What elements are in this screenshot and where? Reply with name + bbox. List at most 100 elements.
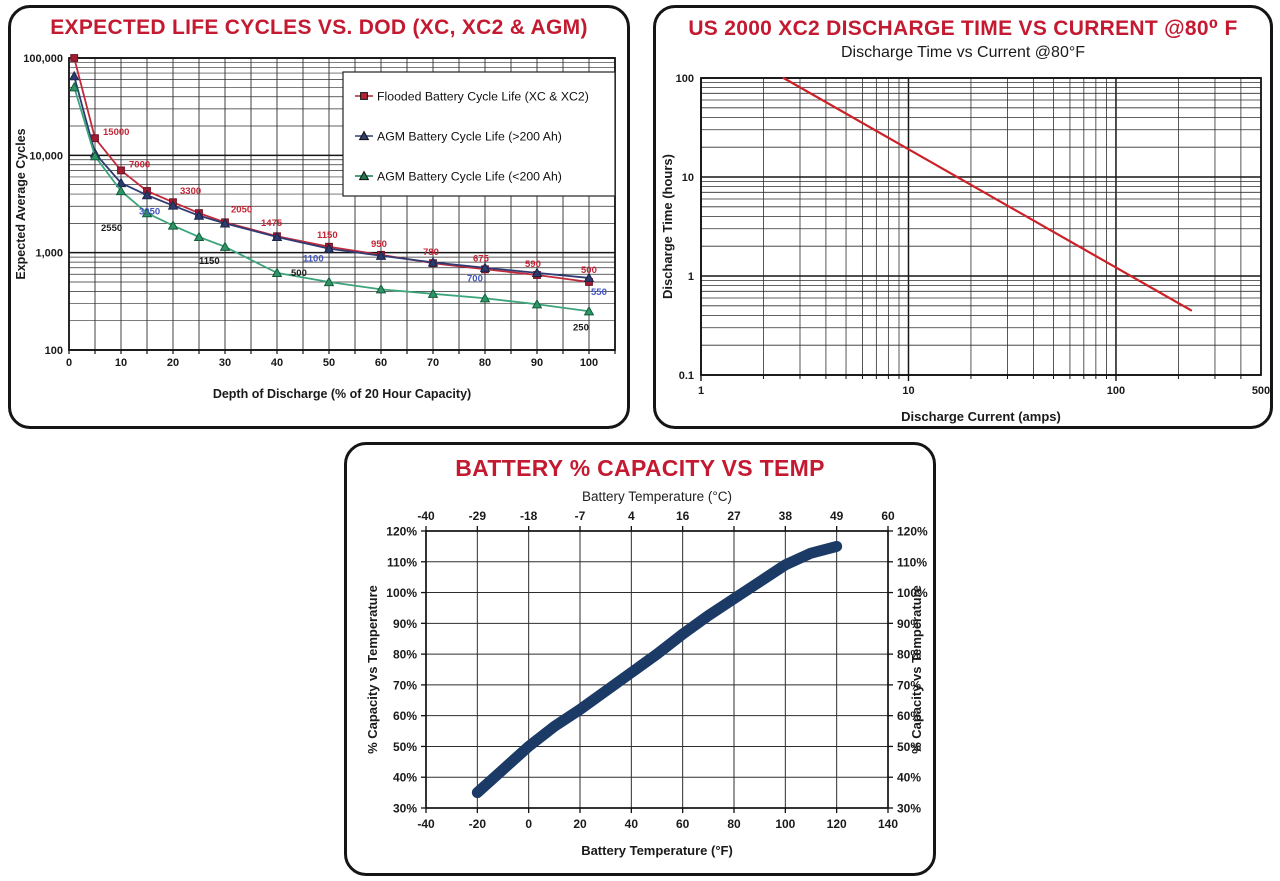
svg-text:100%: 100% [897,586,928,600]
svg-text:40: 40 [625,817,639,831]
svg-text:100%: 100% [386,586,417,600]
svg-text:675: 675 [473,253,490,264]
svg-text:1475: 1475 [261,218,283,229]
svg-text:550: 550 [591,287,607,298]
svg-text:780: 780 [423,247,439,258]
svg-text:10: 10 [682,172,694,184]
svg-text:Discharge Time (hours): Discharge Time (hours) [660,154,675,299]
svg-text:-29: -29 [469,509,487,523]
svg-text:60%: 60% [393,709,417,723]
svg-text:110%: 110% [387,555,417,569]
svg-text:Battery Temperature (°F): Battery Temperature (°F) [581,843,733,858]
svg-text:50%: 50% [393,740,417,754]
svg-text:0.1: 0.1 [679,370,694,382]
svg-text:Battery Temperature (°C): Battery Temperature (°C) [582,489,732,504]
svg-text:Discharge Current (amps): Discharge Current (amps) [901,409,1061,424]
svg-text:30%: 30% [897,802,921,816]
svg-text:30%: 30% [393,802,417,816]
svg-text:110%: 110% [897,555,927,569]
svg-text:120%: 120% [897,525,928,539]
svg-text:100: 100 [676,73,694,85]
svg-text:Depth of Discharge (% of 20 Ho: Depth of Discharge (% of 20 Hour Capacit… [213,387,471,401]
svg-text:10,000: 10,000 [29,150,63,162]
svg-text:70%: 70% [393,678,417,692]
svg-text:20: 20 [167,357,179,369]
svg-text:500: 500 [291,268,307,279]
svg-text:Expected Average Cycles: Expected Average Cycles [14,128,28,279]
svg-text:4: 4 [628,509,635,523]
svg-text:250: 250 [573,322,589,333]
svg-text:50: 50 [323,357,335,369]
svg-text:% Capacity vs Temperature: % Capacity vs Temperature [365,585,380,754]
svg-text:2050: 2050 [231,204,252,215]
svg-text:10: 10 [902,385,914,397]
svg-text:100: 100 [580,357,598,369]
svg-text:2550: 2550 [101,223,122,234]
svg-text:1: 1 [688,271,694,283]
svg-text:-7: -7 [575,509,586,523]
svg-text:1,000: 1,000 [35,248,63,260]
capacity-chart: -40 -29 -18 -7 4 16 27 38 49 60 -40 -20 0 20 40 60 80 100… [365,489,928,858]
svg-text:70: 70 [427,357,439,369]
svg-text:80: 80 [479,357,491,369]
svg-text:7000: 7000 [129,159,150,170]
svg-text:120%: 120% [386,525,417,539]
svg-text:140: 140 [878,817,898,831]
svg-text:3300: 3300 [180,186,201,197]
svg-text:700: 700 [467,274,483,285]
svg-text:1100: 1100 [303,254,324,265]
svg-text:40%: 40% [393,771,417,785]
capacity-panel: -40 -29 -18 -7 4 16 27 38 49 60 -40 -20 0 20 40 60 80 100… [344,442,936,876]
svg-text:0: 0 [525,817,532,831]
svg-text:90%: 90% [897,617,921,631]
svg-text:49: 49 [830,509,844,523]
discharge-title: US 2000 XC2 DISCHARGE TIME VS CURRENT @8… [688,17,1238,40]
svg-text:27: 27 [727,509,741,523]
svg-text:1150: 1150 [317,230,338,241]
discharge-panel: 1 10 100 500 100 10 1 0.1 Discharge Current (amp… [653,5,1273,429]
svg-text:100,000: 100,000 [23,53,63,65]
svg-text:80: 80 [727,817,741,831]
discharge-chart: 1 10 100 500 100 10 1 0.1 Discharge Current (amp… [660,73,1270,424]
svg-text:60: 60 [676,817,690,831]
svg-text:80%: 80% [897,648,921,662]
svg-text:3050: 3050 [139,207,160,218]
svg-text:20: 20 [573,817,587,831]
svg-text:40%: 40% [897,771,921,785]
discharge-subtitle: Discharge Time vs Current @80°F [840,44,1086,61]
svg-text:Flooded Battery Cycle Life (XC: Flooded Battery Cycle Life (XC & XC2) [377,90,589,104]
svg-text:1: 1 [698,385,704,397]
svg-text:60%: 60% [897,709,921,723]
svg-text:500: 500 [1252,385,1270,397]
life-cycles-panel: 0 10 20 30 40 50 60 70 80 90 100 100,000 10,000 1,000… [8,5,630,429]
svg-text:-40: -40 [417,817,435,831]
svg-text:50%: 50% [897,740,921,754]
svg-text:60: 60 [881,509,895,523]
svg-text:100: 100 [45,345,63,357]
svg-text:90: 90 [531,357,543,369]
svg-text:90%: 90% [393,617,417,631]
svg-text:100: 100 [1107,385,1125,397]
svg-text:% Capacity vs Temperature: % Capacity vs Temperature [909,585,924,754]
svg-text:30: 30 [219,357,231,369]
capacity-title: BATTERY % CAPACITY VS TEMP [455,455,825,481]
svg-text:AGM Battery Cycle Life (<200 A: AGM Battery Cycle Life (<200 Ah) [377,170,562,184]
svg-text:0: 0 [66,357,72,369]
svg-text:120: 120 [827,817,847,831]
svg-text:15000: 15000 [103,127,129,138]
svg-text:10: 10 [115,357,127,369]
svg-text:100: 100 [775,817,795,831]
svg-text:950: 950 [371,239,387,250]
svg-text:AGM Battery Cycle Life (>200 A: AGM Battery Cycle Life (>200 Ah) [377,130,562,144]
svg-text:-40: -40 [417,509,435,523]
svg-text:60: 60 [375,357,387,369]
life-cycles-title: EXPECTED LIFE CYCLES VS. DOD (XC, XC2 & … [50,16,588,39]
svg-text:-18: -18 [520,509,538,523]
svg-text:-20: -20 [469,817,487,831]
svg-text:500: 500 [581,265,597,276]
svg-text:1150: 1150 [199,256,220,267]
svg-text:40: 40 [271,357,283,369]
life-cycles-chart: 0 10 20 30 40 50 60 70 80 90 100 100,000 10,000 1,000… [14,53,616,401]
svg-text:70%: 70% [897,678,921,692]
